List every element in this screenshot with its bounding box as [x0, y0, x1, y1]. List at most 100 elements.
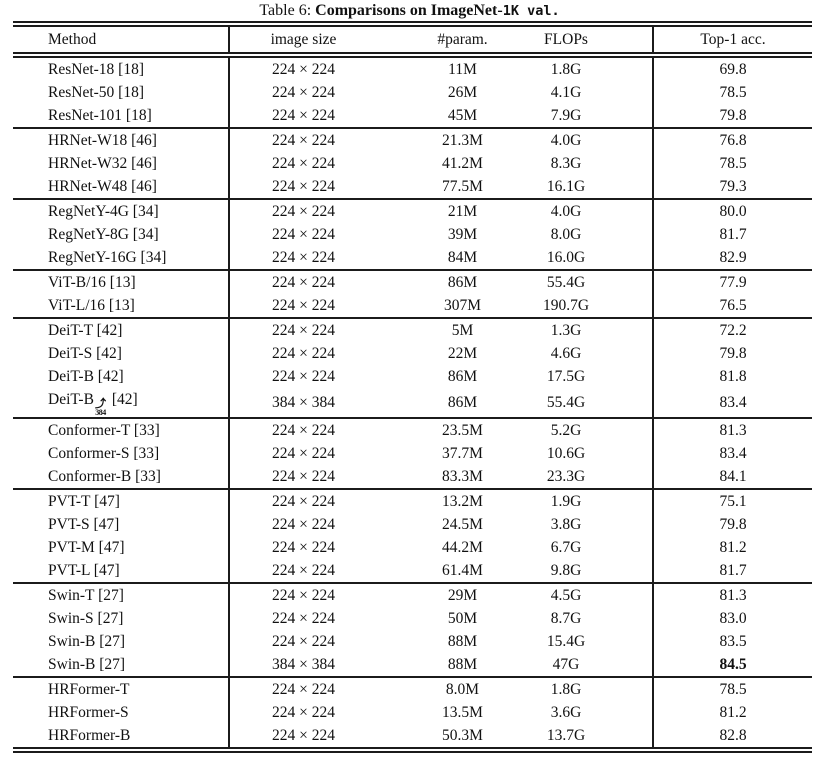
- flops-cell: 8.3G: [530, 152, 654, 175]
- params-cell: 13.2M: [442, 493, 483, 510]
- flops-cell: 190.7G: [530, 294, 654, 318]
- table-row: HRNet-W32 [46] 224 × 224 41.2M 8.3G 78.5: [13, 152, 812, 175]
- method-cell: HRFormer-S: [13, 701, 230, 724]
- table-row: DeiT-T [42] 224 × 224 5M 1.3G 72.2: [13, 318, 812, 342]
- table-group-resnet: ResNet-18 [18] 224 × 224 11M 1.8G 69.8 ResNet…: [13, 55, 812, 128]
- method-cell: PVT-M [47]: [13, 536, 230, 559]
- image-size-cell: 384 × 384: [272, 656, 335, 673]
- params-cell: 307M: [443, 297, 482, 314]
- table-row: HRNet-W18 [46] 224 × 224 21.3M 4.0G 76.8: [13, 128, 812, 152]
- params-cell: 21.3M: [442, 132, 483, 149]
- params-cell: 11M: [448, 61, 477, 78]
- upscale-arrow-mark: ⤴ 384: [94, 398, 106, 417]
- table-group-deit: DeiT-T [42] 224 × 224 5M 1.3G 72.2 DeiT-S [42…: [13, 318, 812, 418]
- table-header: Method image size #param. FLOPs Top-1 acc.: [13, 24, 812, 55]
- table-row: DeiT-S [42] 224 × 224 22M 4.6G 79.8: [13, 342, 812, 365]
- table-row: RegNetY-16G [34] 224 × 224 84M 16.0G 82.9: [13, 246, 812, 270]
- flops-cell: 13.7G: [530, 724, 654, 750]
- image-size-cell: 224 × 224: [272, 249, 335, 266]
- top1-cell: 81.3: [719, 422, 747, 439]
- flops-cell: 8.7G: [530, 607, 654, 630]
- table-row: ResNet-101 [18] 224 × 224 45M 7.9G 79.8: [13, 104, 812, 128]
- image-size-cell: 224 × 224: [272, 107, 335, 124]
- method-cell: Conformer-S [33]: [13, 442, 230, 465]
- top1-cell: 82.9: [719, 249, 747, 266]
- flops-cell: 55.4G: [530, 270, 654, 294]
- top1-cell: 79.8: [719, 345, 747, 362]
- table-row: Swin-B [27] 224 × 224 88M 15.4G 83.5: [13, 630, 812, 653]
- flops-cell: 1.9G: [530, 489, 654, 513]
- top1-cell: 81.7: [719, 562, 747, 579]
- image-size-cell: 224 × 224: [272, 368, 335, 385]
- method-cell: Conformer-B [33]: [13, 465, 230, 489]
- image-size-cell: 384 × 384: [272, 394, 335, 411]
- top1-cell: 83.4: [719, 394, 747, 411]
- header-row: Method image size #param. FLOPs Top-1 acc.: [13, 24, 812, 55]
- image-size-cell: 224 × 224: [272, 610, 335, 627]
- image-size-cell: 224 × 224: [272, 84, 335, 101]
- image-size-cell: 224 × 224: [272, 516, 335, 533]
- flops-cell: 15.4G: [530, 630, 654, 653]
- method-cell: ResNet-101 [18]: [13, 104, 230, 128]
- flops-cell: 3.6G: [530, 701, 654, 724]
- flops-cell: 1.8G: [530, 677, 654, 701]
- flops-cell: 4.1G: [530, 81, 654, 104]
- table-row: DeiT-B [42] 224 × 224 86M 17.5G 81.8: [13, 365, 812, 388]
- method-cell: HRNet-W32 [46]: [13, 152, 230, 175]
- method-cell: RegNetY-4G [34]: [13, 199, 230, 223]
- top1-cell: 76.8: [719, 132, 747, 149]
- table-row: HRFormer-S 224 × 224 13.5M 3.6G 81.2: [13, 701, 812, 724]
- table-row: PVT-M [47] 224 × 224 44.2M 6.7G 81.2: [13, 536, 812, 559]
- params-cell: 83.3M: [442, 468, 483, 485]
- params-cell: 84M: [447, 249, 478, 266]
- table-row: RegNetY-4G [34] 224 × 224 21M 4.0G 80.0: [13, 199, 812, 223]
- table-row: PVT-L [47] 224 × 224 61.4M 9.8G 81.7: [13, 559, 812, 583]
- flops-cell: 10.6G: [530, 442, 654, 465]
- top1-cell: 82.8: [719, 727, 747, 744]
- flops-cell: 4.5G: [530, 583, 654, 607]
- method-cell: DeiT-T [42]: [13, 318, 230, 342]
- params-cell: 5M: [451, 322, 474, 339]
- flops-cell: 55.4G: [530, 388, 654, 418]
- top1-cell: 79.3: [719, 178, 747, 195]
- table-row: HRNet-W48 [46] 224 × 224 77.5M 16.1G 79.3: [13, 175, 812, 199]
- flops-cell: 16.0G: [530, 246, 654, 270]
- table-row: PVT-S [47] 224 × 224 24.5M 3.8G 79.8: [13, 513, 812, 536]
- method-cell: Swin-B [27]: [13, 653, 230, 677]
- params-cell: 39M: [447, 226, 478, 243]
- top1-cell: 81.3: [719, 587, 747, 604]
- method-cell: PVT-L [47]: [13, 559, 230, 583]
- params-cell: 44.2M: [442, 539, 483, 556]
- table-row: PVT-T [47] 224 × 224 13.2M 1.9G 75.1: [13, 489, 812, 513]
- method-cell: HRFormer-B: [13, 724, 230, 750]
- params-cell: 86M: [447, 368, 478, 385]
- top1-cell: 80.0: [719, 203, 747, 220]
- table-row: Conformer-B [33] 224 × 224 83.3M 23.3G 84.1: [13, 465, 812, 489]
- table-group-pvt: PVT-T [47] 224 × 224 13.2M 1.9G 75.1 PVT-S [4…: [13, 489, 812, 583]
- table-group-swin: Swin-T [27] 224 × 224 29M 4.5G 81.3 Swin-S [2…: [13, 583, 812, 677]
- flops-cell: 7.9G: [530, 104, 654, 128]
- params-cell: 41.2M: [442, 155, 483, 172]
- image-size-cell: 224 × 224: [272, 274, 335, 291]
- method-cell: Conformer-T [33]: [13, 418, 230, 442]
- table-row: Conformer-S [33] 224 × 224 37.7M 10.6G 83.4: [13, 442, 812, 465]
- image-size-cell: 224 × 224: [272, 681, 335, 698]
- params-cell: 8.0M: [445, 681, 480, 698]
- flops-cell: 16.1G: [530, 175, 654, 199]
- image-size-cell: 224 × 224: [272, 727, 335, 744]
- image-size-cell: 224 × 224: [272, 422, 335, 439]
- column-header-0: Method: [13, 24, 230, 55]
- top1-cell: 69.8: [719, 61, 747, 78]
- flops-cell: 17.5G: [530, 365, 654, 388]
- params-cell: 77.5M: [442, 178, 483, 195]
- flops-cell: 8.0G: [530, 223, 654, 246]
- top1-cell: 84.1: [719, 468, 747, 485]
- image-size-cell: 224 × 224: [272, 445, 335, 462]
- method-cell: ViT-B/16 [13]: [13, 270, 230, 294]
- flops-cell: 4.0G: [530, 128, 654, 152]
- params-cell: 22M: [447, 345, 478, 362]
- image-size-cell: 224 × 224: [272, 493, 335, 510]
- flops-cell: 6.7G: [530, 536, 654, 559]
- params-cell: 29M: [447, 587, 478, 604]
